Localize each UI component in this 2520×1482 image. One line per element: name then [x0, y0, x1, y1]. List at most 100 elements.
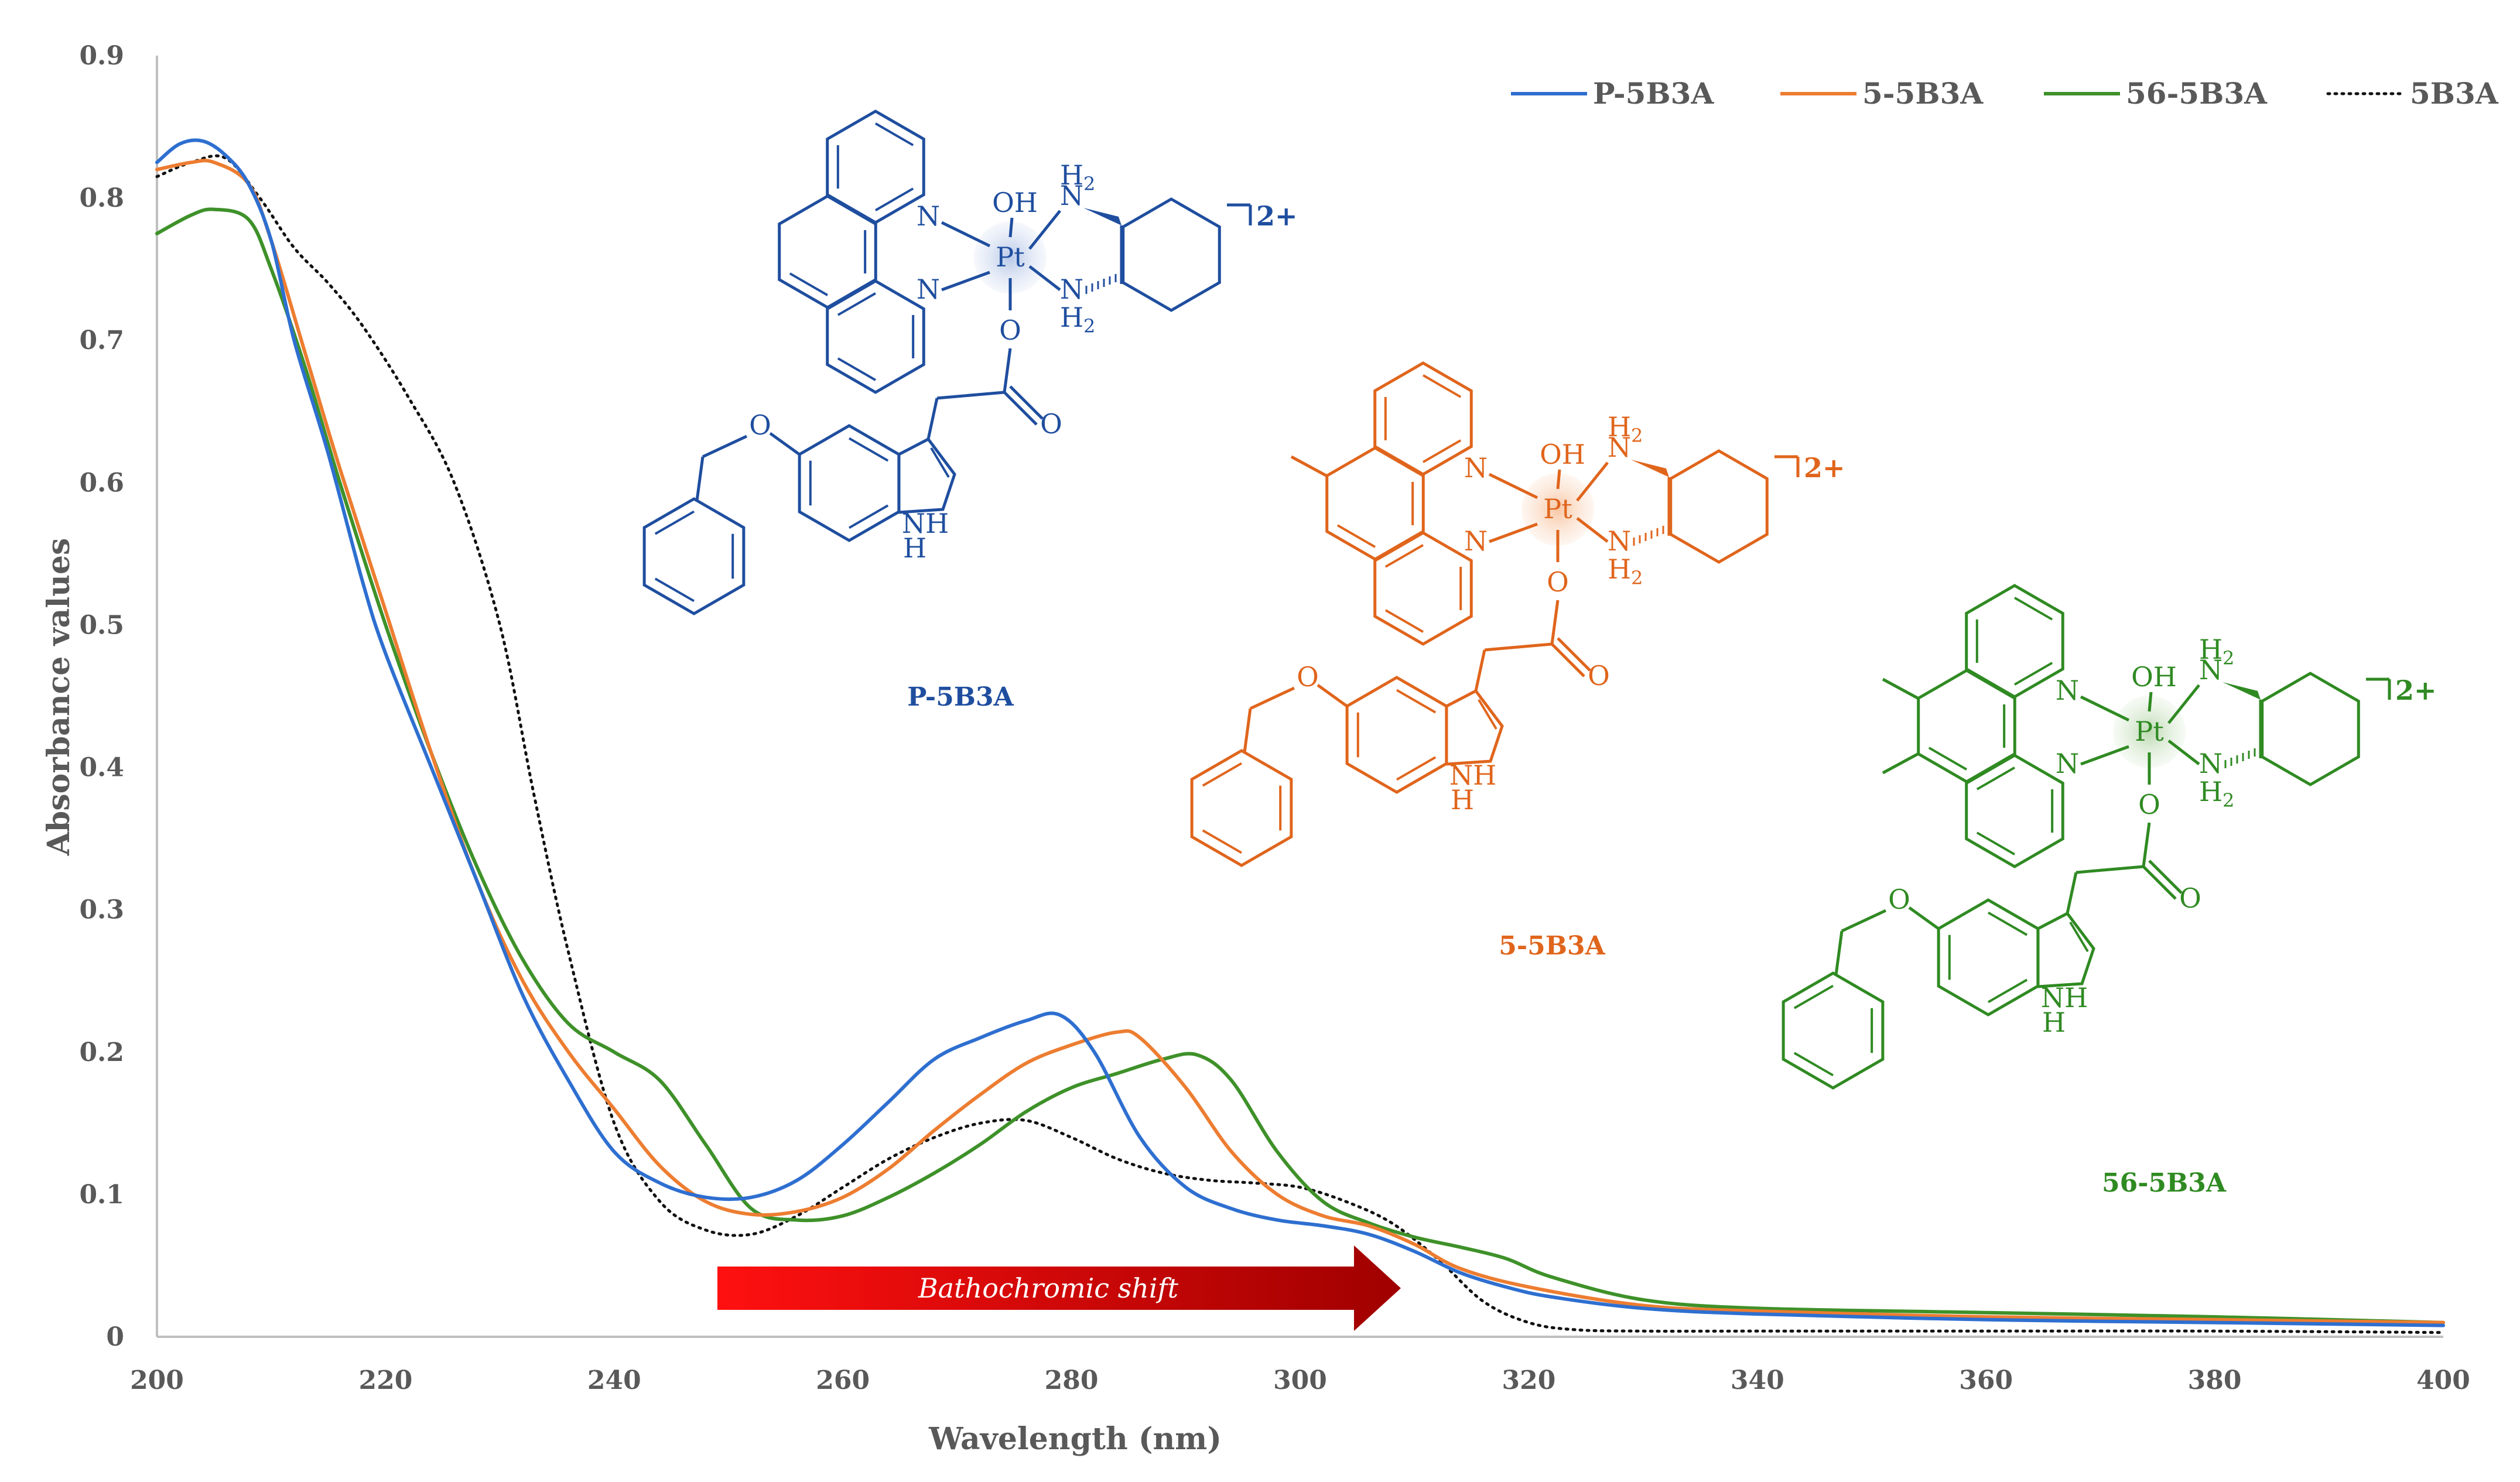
bond [1243, 708, 1252, 753]
bond [2167, 684, 2200, 724]
x-tick-label: 300 [1273, 1365, 1327, 1395]
bond [930, 447, 950, 478]
bond [2142, 822, 2151, 867]
bond [1003, 348, 1012, 393]
bond [1841, 909, 1887, 933]
double-bond [1976, 831, 2016, 855]
bond [1557, 637, 1591, 672]
atom-h: H [1608, 411, 1631, 443]
ring [1373, 531, 1473, 646]
atom-o-carbonyl: O [2179, 882, 2201, 914]
benzyl-ring [642, 497, 746, 615]
atom-nh2-bottom: N [1608, 525, 1631, 557]
atom-h: H [1451, 784, 1474, 816]
atom-pt: Pt [2135, 716, 2164, 747]
atom-h: H [1060, 159, 1083, 191]
atom-n: N [2056, 675, 2079, 706]
indole-benzene [1345, 676, 1448, 794]
y-tick-label: 0 [106, 1322, 124, 1352]
double-bond [1202, 829, 1243, 854]
x-tick-label: 320 [1502, 1365, 1555, 1395]
atom-n: N [1464, 525, 1488, 557]
bond [2080, 695, 2130, 722]
atom-sub: 2 [1631, 567, 1643, 589]
indole-pyrrole [2036, 911, 2095, 988]
legend-label: 5B3A [2410, 76, 2499, 111]
charge-label: 2+ [1256, 200, 1298, 232]
bond [936, 391, 1005, 400]
wedge-bond [1631, 460, 1669, 477]
bond [2148, 692, 2153, 712]
bond [2142, 865, 2177, 900]
atom-o-carbonyl: O [1040, 408, 1062, 440]
ring [1965, 754, 2064, 868]
bond [1882, 752, 1920, 775]
bond [1484, 642, 1553, 652]
pt-glow [2113, 696, 2186, 768]
atom-nh2-top: N [2199, 654, 2222, 686]
wedge-bond [1083, 208, 1121, 225]
indole-pyrrole [1445, 689, 1504, 766]
bond [2066, 872, 2078, 914]
atom-sub: 2 [2222, 789, 2234, 812]
double-bond [1987, 911, 2028, 936]
bond [2076, 865, 2144, 874]
y-tick-label: 0.5 [79, 610, 124, 640]
bathochromic-arrow: Bathochromic shift [717, 1245, 1401, 1331]
double-bond [1384, 609, 1424, 633]
atom-o: O [2138, 789, 2160, 820]
compound-label: P-5B3A [907, 682, 1014, 712]
atom-nh2-bottom: N [1060, 273, 1083, 305]
double-bond [1202, 762, 1243, 787]
bond [1882, 677, 1920, 700]
atom-sub: 2 [1631, 425, 1643, 447]
bond [1249, 686, 1295, 710]
legend-label: P-5B3A [1593, 76, 1714, 111]
double-bond [1384, 544, 1424, 568]
indole-pyrrole [897, 437, 956, 514]
double-bond [2014, 662, 2053, 686]
bond [695, 456, 705, 501]
bond [1290, 455, 1328, 478]
x-tick-label: 220 [358, 1365, 412, 1395]
bond [941, 221, 991, 248]
bond [769, 432, 801, 456]
atom-oh: OH [2131, 661, 2177, 693]
bond [2167, 740, 2200, 765]
double-bond [789, 272, 828, 296]
benzyl-ring [1782, 971, 1885, 1090]
atom-nh2-top: N [1608, 432, 1631, 463]
bond [1008, 217, 1014, 238]
x-tick-label: 380 [2188, 1365, 2242, 1395]
y-tick-label: 0.1 [79, 1180, 124, 1210]
cyclohexane-ring [1121, 197, 1221, 312]
x-tick-label: 200 [130, 1365, 184, 1395]
series-layer [155, 138, 2445, 1334]
atom-n: N [2056, 748, 2079, 779]
atom-o: O [999, 314, 1021, 346]
bond [2080, 745, 2129, 766]
atom-h: H [1608, 553, 1631, 585]
double-bond [848, 437, 889, 462]
double-bond [1976, 766, 2015, 790]
double-bond [848, 504, 889, 529]
wedge-bond [2222, 682, 2261, 700]
compound-label: 5-5B3A [1499, 931, 1605, 961]
bond [1028, 210, 1061, 250]
double-bond [1423, 439, 1462, 463]
charge-label: 2+ [2395, 675, 2437, 706]
bond [2148, 860, 2183, 894]
arrow-label: Bathochromic shift [918, 1272, 1179, 1304]
series-line-5-5b3a [155, 159, 2445, 1324]
double-bond [1928, 747, 1967, 771]
atom-o-ether: O [1297, 661, 1319, 693]
double-bond [1396, 689, 1437, 714]
double-bond [1987, 978, 2028, 1004]
atom-h: H [2199, 634, 2222, 665]
axes [156, 56, 2443, 1338]
double-bond [2013, 597, 2053, 621]
atom-o-ether: O [749, 409, 771, 441]
atom-o-carbonyl: O [1588, 660, 1610, 692]
y-tick-label: 0.3 [79, 895, 124, 925]
